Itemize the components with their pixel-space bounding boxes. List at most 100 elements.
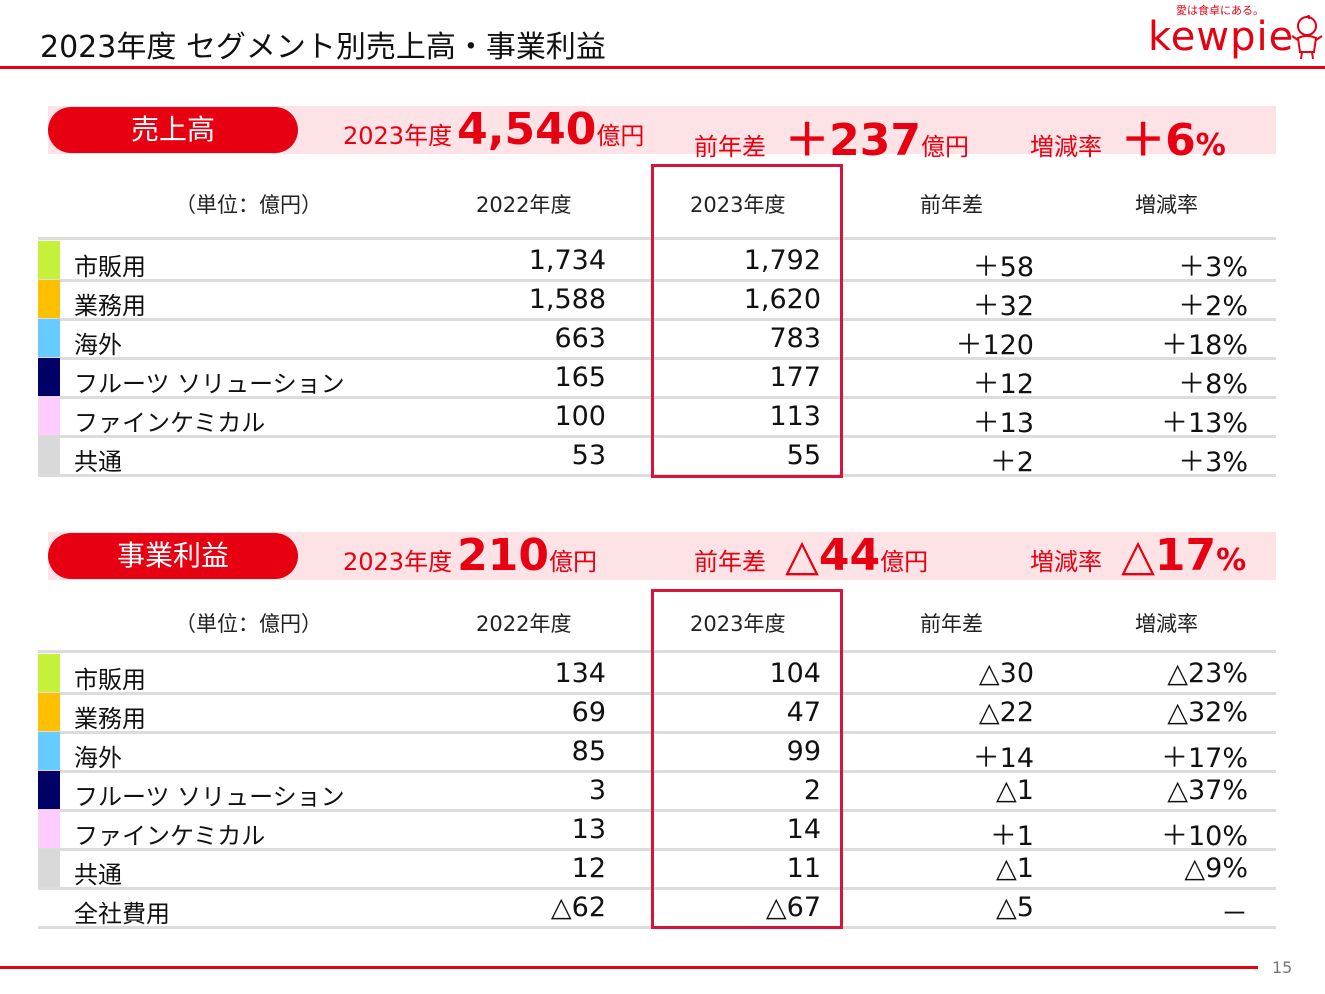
segment-color-swatch xyxy=(38,654,60,693)
profit-row: フルーツ ソリューション 3 2 △1 △37% xyxy=(38,771,1276,811)
profit-year-label: 2023年度 xyxy=(343,548,453,576)
profit-row-divider xyxy=(38,770,1276,773)
value-rate: △23% xyxy=(1167,658,1248,689)
profit-row: ファインケミカル 13 14 ＋1 ＋10% xyxy=(38,810,1276,852)
value-rate: ＋3% xyxy=(1178,447,1248,478)
profit-col-unit: （単位：億円） xyxy=(175,612,322,636)
value-2022: 69 xyxy=(571,697,606,728)
value-2023: 55 xyxy=(786,440,821,471)
profit-diff-unit: 億円 xyxy=(880,548,929,576)
value-2023: 104 xyxy=(769,658,821,689)
value-2023: 47 xyxy=(786,697,821,728)
value-rate: ＋10% xyxy=(1160,821,1248,852)
sales-rate-unit: % xyxy=(1195,128,1226,163)
sales-total-value: 4,540 xyxy=(457,104,597,155)
value-2023: 14 xyxy=(786,814,821,845)
profit-diff-label: 前年差 xyxy=(694,548,766,576)
sales-diff-unit: 億円 xyxy=(920,133,969,161)
value-rate: △32% xyxy=(1167,697,1248,728)
profit-row-divider xyxy=(38,887,1276,890)
profit-row-divider xyxy=(38,731,1276,734)
segment-color-swatch xyxy=(38,358,60,397)
bottom-divider xyxy=(0,966,1258,969)
sales-row-divider xyxy=(38,396,1276,399)
sales-2023-highlight xyxy=(651,164,843,478)
profit-header-divider xyxy=(38,650,1276,653)
value-rate: ＋3% xyxy=(1178,252,1248,283)
value-2022: 663 xyxy=(554,323,606,354)
profit-section-pill: 事業利益 xyxy=(48,533,298,579)
top-divider xyxy=(0,66,1325,69)
segment-color-swatch xyxy=(38,771,60,810)
value-2022: 165 xyxy=(554,362,606,393)
sales-row: 共通 53 55 ＋2 ＋3% xyxy=(38,436,1276,478)
sales-col-rate: 増減率 xyxy=(1135,193,1198,217)
sales-row: 市販用 1,734 1,792 ＋58 ＋3% xyxy=(38,241,1276,283)
sales-row: 業務用 1,588 1,620 ＋32 ＋2% xyxy=(38,280,1276,322)
profit-row-divider xyxy=(38,848,1276,851)
profit-total-unit: 億円 xyxy=(549,548,598,576)
value-rate: ＋17% xyxy=(1160,743,1248,774)
value-diff: ＋120 xyxy=(955,330,1034,361)
segment-name: 業務用 xyxy=(74,705,146,733)
value-2022: 53 xyxy=(571,440,606,471)
sales-diff-value: ＋237 xyxy=(785,115,921,166)
profit-diff-summary: 前年差 △44億円 xyxy=(694,530,928,581)
sales-diff-summary: 前年差 ＋237億円 xyxy=(694,104,969,168)
segment-color-swatch xyxy=(38,732,60,771)
sales-header-divider xyxy=(38,237,1276,240)
value-diff: ＋1 xyxy=(989,821,1034,852)
kewpie-logo: kewpie xyxy=(1148,14,1295,60)
profit-total-value: 210 xyxy=(457,530,550,581)
value-2023: 783 xyxy=(769,323,821,354)
value-2022: 1,588 xyxy=(528,284,606,315)
segment-name: 市販用 xyxy=(74,253,146,281)
value-rate: － xyxy=(1221,899,1248,930)
segment-name: ファインケミカル xyxy=(74,409,266,437)
value-2023: 1,620 xyxy=(743,284,821,315)
sales-rate-label: 増減率 xyxy=(1030,133,1102,161)
sales-summary: 2023年度 4,540億円 xyxy=(343,104,644,155)
sales-total-unit: 億円 xyxy=(596,122,645,150)
profit-diff-value: △44 xyxy=(785,530,881,581)
profit-row: 市販用 134 104 △30 △23% xyxy=(38,654,1276,694)
value-rate: ＋2% xyxy=(1178,291,1248,322)
value-2023: 1,792 xyxy=(743,245,821,276)
value-2023: △67 xyxy=(765,892,821,923)
value-rate: ＋8% xyxy=(1178,369,1248,400)
value-diff: △1 xyxy=(996,775,1034,806)
segment-name: フルーツ ソリューション xyxy=(74,783,345,811)
sales-col-diff: 前年差 xyxy=(920,193,983,217)
value-2022: 1,734 xyxy=(528,245,606,276)
profit-row: 海外 85 99 ＋14 ＋17% xyxy=(38,732,1276,774)
value-2023: 113 xyxy=(769,401,821,432)
value-diff: △1 xyxy=(996,853,1034,884)
segment-color-swatch xyxy=(38,280,60,319)
segment-name: 業務用 xyxy=(74,292,146,320)
profit-col-2022: 2022年度 xyxy=(476,612,572,636)
page-number: 15 xyxy=(1272,958,1293,977)
segment-color-swatch xyxy=(38,241,60,280)
profit-summary: 2023年度 210億円 xyxy=(343,530,597,581)
segment-name: ファインケミカル xyxy=(74,822,266,850)
value-2023: 99 xyxy=(786,736,821,767)
segment-color-swatch xyxy=(38,810,60,849)
value-2022: 100 xyxy=(554,401,606,432)
profit-row-divider xyxy=(38,809,1276,812)
sales-row: ファインケミカル 100 113 ＋13 ＋13% xyxy=(38,397,1276,439)
segment-name: 全社費用 xyxy=(74,900,170,928)
value-rate: △9% xyxy=(1184,853,1248,884)
profit-col-rate: 増減率 xyxy=(1135,612,1198,636)
segment-name: 海外 xyxy=(74,331,122,359)
value-diff: ＋32 xyxy=(972,291,1034,322)
value-2022: 134 xyxy=(554,658,606,689)
sales-rate-value: ＋6 xyxy=(1121,115,1196,166)
value-2022: △62 xyxy=(550,892,606,923)
value-diff: ＋14 xyxy=(972,743,1034,774)
value-2023: 11 xyxy=(786,853,821,884)
value-2023: 2 xyxy=(803,775,821,806)
segment-name: 市販用 xyxy=(74,666,146,694)
profit-col-diff: 前年差 xyxy=(920,612,983,636)
profit-rate-value: △17 xyxy=(1121,530,1217,581)
segment-color-swatch xyxy=(38,436,60,475)
